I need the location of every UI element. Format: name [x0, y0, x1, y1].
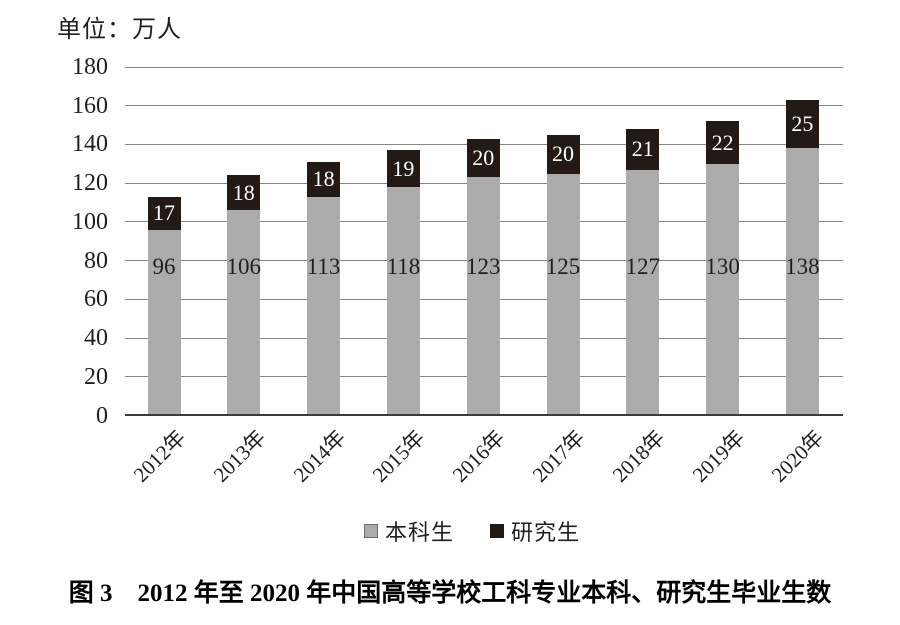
- x-tick-label-2016年: 2016年: [447, 425, 510, 487]
- bar-value-label-本科生-2013年: 106: [226, 254, 262, 279]
- y-tick-label: 160: [72, 92, 108, 119]
- bar-segment-研究生-2014年: [307, 161, 341, 197]
- bar-value-label-本科生-2018年: 127: [625, 254, 661, 279]
- bar-value-label-研究生-2017年: 20: [552, 141, 574, 167]
- y-tick-label: 60: [84, 286, 108, 313]
- bar-segment-本科生-2013年: [227, 210, 261, 416]
- bar-value-label-本科生-2019年: 130: [705, 254, 740, 279]
- bar-value-label-研究生-2013年: 18: [232, 179, 255, 205]
- bar-value-label-本科生-2017年: 125: [545, 254, 581, 279]
- bar-segment-本科生-2014年: [307, 196, 341, 416]
- legend-entry-研究生: 研究生: [490, 515, 580, 547]
- gridline: [125, 105, 843, 107]
- bar-segment-研究生-2019年: [706, 121, 740, 164]
- legend-swatch-研究生: [490, 524, 504, 538]
- bar-value-label-研究生-2019年: 22: [711, 129, 734, 155]
- bar-value-label-研究生-2012年: 17: [153, 200, 175, 226]
- bar-segment-本科生-2017年: [546, 173, 580, 416]
- bar-segment-研究生-2013年: [227, 175, 261, 211]
- legend: 本科生 研究生: [22, 515, 900, 547]
- legend-entry-本科生: 本科生: [363, 515, 454, 547]
- bar-segment-研究生-2012年: [147, 196, 181, 230]
- bar-value-label-本科生-2016年: 123: [465, 254, 501, 279]
- bar-value-label-研究生-2016年: 20: [472, 145, 495, 171]
- x-tick-label-2020年: 2020年: [767, 425, 829, 487]
- y-tick-label: 40: [84, 325, 108, 352]
- x-axis-line: [125, 414, 843, 417]
- figure-caption: 图 3 2012 年至 2020 年中国高等学校工科专业本科、研究生毕业生数: [68, 580, 832, 607]
- bar-value-label-本科生-2012年: 96: [152, 254, 176, 279]
- x-tick-label-2015年: 2015年: [368, 425, 430, 487]
- y-tick-label: 20: [84, 363, 108, 390]
- bar-segment-本科生-2019年: [706, 163, 740, 416]
- x-tick-label-2014年: 2014年: [288, 425, 350, 487]
- gridline: [125, 66, 843, 68]
- bar-segment-本科生-2020年: [785, 148, 819, 416]
- x-tick-label-2019年: 2019年: [687, 425, 749, 487]
- legend-label-研究生: 研究生: [511, 520, 581, 545]
- y-tick-label: 80: [84, 247, 108, 274]
- y-tick-label: 180: [72, 54, 108, 80]
- x-tick-label-2013年: 2013年: [208, 425, 271, 487]
- bar-segment-本科生-2016年: [466, 177, 500, 416]
- legend-swatch-本科生: [363, 524, 378, 538]
- bar-segment-研究生-2015年: [386, 150, 420, 188]
- bar-value-label-研究生-2020年: 25: [791, 111, 814, 137]
- x-tick-label-2017年: 2017年: [527, 425, 590, 487]
- x-tick-label-2012年: 2012年: [128, 425, 191, 487]
- bar-value-label-本科生-2014年: 113: [306, 254, 341, 279]
- bar-segment-本科生-2018年: [626, 169, 660, 416]
- y-tick-label: 140: [72, 131, 108, 158]
- y-tick-label: 0: [96, 402, 108, 429]
- x-tick-label-2018年: 2018年: [607, 425, 670, 487]
- bar-value-label-本科生-2020年: 138: [785, 254, 820, 279]
- bar-segment-本科生-2012年: [147, 229, 181, 416]
- bar-value-label-本科生-2015年: 118: [386, 254, 421, 279]
- bar-segment-研究生-2016年: [466, 138, 500, 178]
- bar-segment-研究生-2018年: [626, 128, 660, 170]
- bar-segment-研究生-2020年: [785, 99, 819, 149]
- bar-segment-研究生-2017年: [546, 134, 580, 174]
- y-tick-label: 120: [72, 170, 108, 197]
- y-tick-label: 100: [72, 208, 108, 235]
- bar-value-label-研究生-2015年: 19: [392, 155, 415, 181]
- bar-value-label-研究生-2014年: 18: [312, 166, 335, 192]
- bar-segment-本科生-2015年: [386, 187, 420, 416]
- unit-label: 单位：万人: [57, 17, 182, 43]
- bar-value-label-研究生-2018年: 21: [631, 136, 654, 162]
- legend-label-本科生: 本科生: [384, 520, 454, 545]
